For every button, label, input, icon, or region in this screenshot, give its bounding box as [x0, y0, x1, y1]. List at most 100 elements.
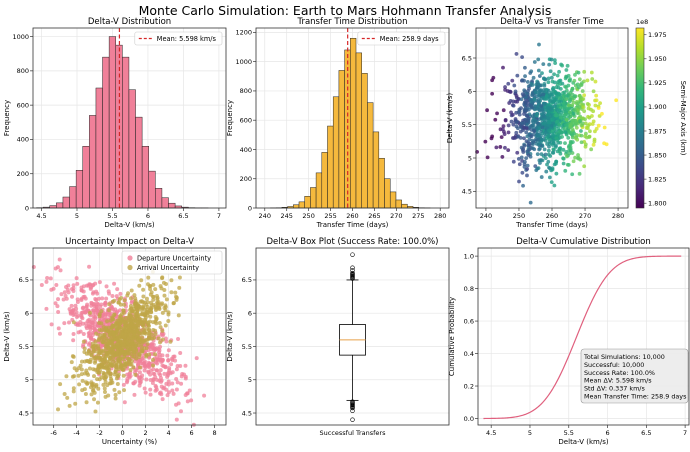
arrival-point: [133, 372, 138, 377]
departure-point: [88, 286, 93, 291]
departure-point: [65, 287, 70, 292]
departure-point: [138, 379, 143, 384]
arrival-point: [62, 392, 67, 397]
scatter-point: [565, 118, 569, 122]
arrival-point: [160, 337, 165, 342]
scatter-point: [542, 76, 546, 81]
arrival-point: [141, 300, 146, 305]
arrival-point: [121, 373, 126, 378]
arrival-point: [95, 400, 100, 405]
scatter-point: [546, 159, 551, 164]
departure-point: [74, 276, 79, 281]
scatter-point: [540, 158, 545, 163]
arrival-point: [169, 290, 174, 295]
scatter-point: [561, 156, 566, 161]
departure-point: [202, 393, 207, 398]
departure-point: [71, 289, 76, 294]
scatter-point: [540, 131, 545, 136]
scatter-point: [485, 155, 490, 160]
scatter-point: [585, 78, 590, 83]
arrival-point: [112, 312, 117, 317]
scatter-point: [511, 103, 516, 108]
x-axis-label: Transfer Time (days): [316, 221, 389, 229]
departure-point: [162, 371, 167, 376]
histogram-bar: [304, 196, 311, 209]
arrival-point: [124, 339, 129, 344]
arrival-point: [115, 329, 120, 334]
scatter-point: [531, 123, 536, 127]
arrival-point: [176, 313, 181, 318]
scatter-point: [537, 141, 542, 145]
colorbar-tick-label: 1.950: [648, 55, 667, 63]
scatter-point: [571, 159, 576, 164]
departure-point: [118, 308, 123, 313]
arrival-point: [134, 356, 139, 361]
arrival-point: [158, 340, 163, 345]
departure-point: [45, 276, 50, 281]
scatter-point: [506, 130, 511, 135]
arrival-point: [146, 335, 151, 340]
x-tick-label: 260: [546, 212, 558, 220]
arrival-point: [133, 296, 138, 301]
departure-point: [69, 303, 74, 308]
scatter-point: [529, 104, 534, 108]
scatter-point: [549, 57, 554, 62]
arrival-point: [136, 325, 141, 330]
arrival-point: [98, 348, 103, 353]
scatter-point: [573, 155, 577, 160]
scatter-point: [490, 134, 495, 139]
departure-point: [80, 316, 85, 321]
scatter-point: [549, 180, 554, 185]
departure-point: [151, 371, 156, 376]
y-tick-label: 0.6: [464, 317, 474, 325]
legend-label: Arrival Uncertainty: [137, 264, 199, 272]
scatter-point: [577, 77, 582, 82]
arrival-point: [129, 288, 134, 293]
departure-point: [70, 294, 75, 299]
colorbar-tick-label: 1.925: [648, 79, 667, 87]
scatter-point: [547, 144, 551, 149]
scatter-point: [540, 125, 545, 130]
chart-title: Uncertainty Impact on Delta-V: [65, 237, 194, 247]
departure-point: [147, 361, 152, 366]
departure-point: [56, 326, 61, 331]
scatter-point: [584, 125, 589, 130]
scatter-point: [560, 134, 564, 139]
arrival-point: [149, 310, 154, 315]
scatter-point: [579, 100, 583, 104]
scatter-point: [536, 57, 541, 62]
scatter-point: [524, 139, 529, 144]
x-tick-label: 265: [368, 212, 380, 220]
scatter-point: [587, 135, 592, 139]
colorbar-bar: [635, 27, 645, 209]
arrival-point: [102, 376, 107, 381]
arrival-point: [153, 328, 158, 333]
departure-point: [85, 318, 90, 323]
arrival-point: [58, 382, 63, 387]
departure-point: [115, 287, 120, 292]
scatter-point: [514, 110, 519, 115]
scatter-point: [546, 106, 551, 110]
scatter-point: [579, 140, 584, 145]
departure-point: [75, 297, 80, 302]
scatter-point: [554, 143, 558, 148]
departure-point: [105, 312, 110, 317]
arrival-point: [134, 332, 139, 337]
arrival-point: [160, 301, 165, 306]
arrival-point: [97, 314, 102, 319]
scatter-point: [519, 97, 524, 102]
arrival-point: [108, 355, 113, 360]
scatter-point: [503, 145, 507, 150]
departure-point: [153, 388, 158, 393]
departure-point: [174, 367, 179, 372]
colorbar-tick-label: 1.875: [648, 127, 667, 135]
scatter-point: [582, 93, 587, 98]
x-tick-label: 6: [605, 429, 609, 437]
scatter-point: [506, 81, 511, 86]
histogram-bar: [384, 178, 391, 209]
legend-box: [121, 250, 223, 275]
departure-point: [91, 314, 96, 319]
arrival-point: [65, 395, 70, 400]
axes-frame: [32, 247, 227, 426]
arrival-point: [135, 320, 140, 325]
